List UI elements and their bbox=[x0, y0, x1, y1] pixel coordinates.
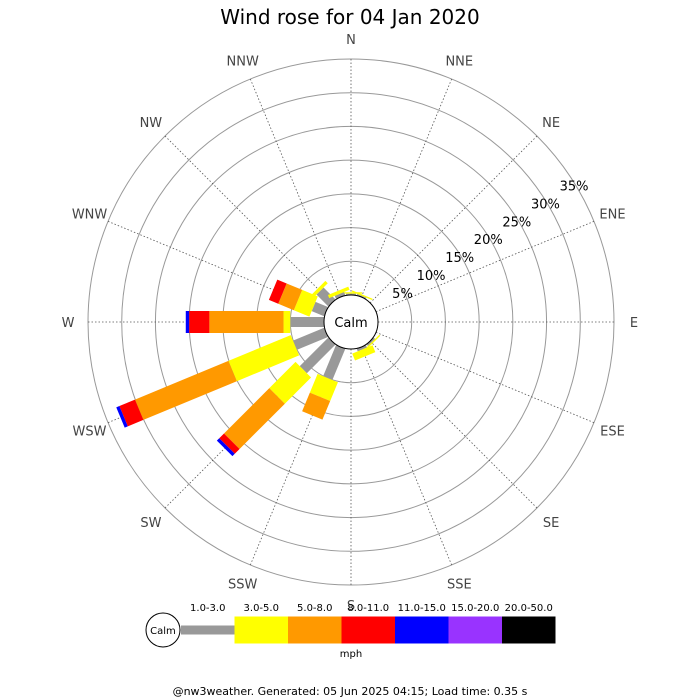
bar-wsw-bin-0 bbox=[292, 327, 328, 350]
wind-bars bbox=[116, 279, 381, 457]
direction-label-nne: NNE bbox=[445, 55, 473, 70]
spoke-ene bbox=[375, 220, 595, 313]
direction-label-nw: NW bbox=[140, 116, 163, 131]
bar-se-bin-0 bbox=[366, 337, 376, 347]
direction-label-e: E bbox=[630, 316, 638, 331]
legend-label-4: 11.0-15.0 bbox=[398, 603, 446, 614]
direction-label-w: W bbox=[62, 316, 75, 331]
legend-label-0: 1.0-3.0 bbox=[190, 603, 225, 614]
legend-label-1: 3.0-5.0 bbox=[244, 603, 279, 614]
bar-ssw-bin-0 bbox=[323, 345, 346, 381]
chart-title: Wind rose for 04 Jan 2020 bbox=[220, 5, 479, 29]
bar-wnw-bin-2 bbox=[278, 283, 303, 311]
bar-nne-bin-1 bbox=[351, 290, 373, 301]
ring-labels: 5% 10% 15%20% 25%30%35% bbox=[392, 180, 588, 302]
ring-30 bbox=[121, 92, 581, 552]
calm-circle bbox=[323, 294, 379, 350]
bar-w-bin-4 bbox=[185, 311, 190, 333]
spoke-sse bbox=[360, 346, 453, 566]
bar-sw-bin-4 bbox=[216, 438, 235, 457]
direction-label-wsw: WSW bbox=[73, 424, 107, 439]
bar-wsw-bin-4 bbox=[116, 406, 128, 428]
bar-w-bin-1 bbox=[283, 311, 291, 333]
bar-w-bin-2 bbox=[209, 311, 284, 333]
footer-text: @nw3weather. Generated: 05 Jun 2025 04:1… bbox=[173, 685, 528, 698]
legend-swatch-2 bbox=[288, 616, 342, 644]
bar-wsw-bin-1 bbox=[228, 335, 300, 382]
legend-swatch-6 bbox=[502, 616, 556, 644]
speed-legend: Calm 1.0-3.0 3.0-5.0 5.0-8.0 8.0-11.0 11.0-1… bbox=[145, 603, 556, 660]
direction-label-ese: ESE bbox=[600, 424, 625, 439]
bar-sw-bin-0 bbox=[299, 337, 336, 374]
bar-sw-bin-2 bbox=[224, 388, 285, 449]
bar-nw-bin-1 bbox=[309, 280, 328, 299]
legend-swatch-5 bbox=[448, 616, 502, 644]
legend-swatch-3 bbox=[341, 616, 395, 644]
ring-label-35: 35% bbox=[560, 180, 589, 195]
direction-label-ne: NE bbox=[542, 116, 560, 131]
direction-label-sse: SSE bbox=[447, 577, 472, 592]
bar-nw-bin-0 bbox=[316, 287, 336, 307]
bar-se-bin-1 bbox=[363, 334, 381, 352]
spoke-nnw bbox=[249, 78, 342, 298]
ring-label-25: 25% bbox=[502, 215, 531, 230]
bar-wnw-bin-3 bbox=[268, 279, 287, 304]
legend-swatch-0 bbox=[181, 625, 235, 635]
bar-sw-bin-3 bbox=[219, 433, 240, 454]
bar-ssw-bin-2 bbox=[302, 392, 331, 420]
direction-label-wnw: WNW bbox=[72, 208, 108, 223]
ring-label-20: 20% bbox=[474, 233, 503, 248]
bar-nne-bin-0 bbox=[356, 293, 367, 299]
direction-label-ene: ENE bbox=[599, 208, 625, 223]
bar-ssw-bin-1 bbox=[309, 373, 338, 401]
spoke-se bbox=[369, 340, 538, 509]
bar-sse-bin-1 bbox=[352, 345, 376, 361]
bar-wsw-bin-3 bbox=[119, 399, 144, 427]
bar-wnw-bin-0 bbox=[311, 301, 328, 317]
bar-sw-bin-1 bbox=[269, 361, 312, 404]
direction-label-s: S bbox=[347, 599, 355, 614]
spoke-nw bbox=[164, 135, 333, 304]
legend-swatch-1 bbox=[234, 616, 288, 644]
ring-label-15: 15% bbox=[445, 251, 474, 266]
calm-label: Calm bbox=[334, 316, 367, 331]
direction-labels: N NNE NE ENE E ESE SE SSE S SSW SW WSW W WNW NW NNW bbox=[62, 33, 639, 614]
legend-label-2: 5.0-8.0 bbox=[297, 603, 332, 614]
legend-calm-circle bbox=[145, 612, 181, 648]
bar-w-bin-3 bbox=[189, 311, 210, 333]
bar-wsw-bin-2 bbox=[134, 360, 237, 420]
direction-label-ssw: SSW bbox=[228, 577, 258, 592]
legend-swatch-4 bbox=[395, 616, 449, 644]
ring-label-10: 10% bbox=[417, 269, 446, 284]
bar-nnw-bin-0 bbox=[334, 292, 346, 299]
spoke-nne bbox=[360, 78, 453, 298]
direction-label-nnw: NNW bbox=[227, 55, 259, 70]
spoke-ese bbox=[375, 331, 595, 424]
legend-unit: mph bbox=[340, 649, 362, 660]
legend-label-3: 8.0-11.0 bbox=[347, 603, 389, 614]
direction-label-n: N bbox=[346, 33, 356, 48]
bar-nnw-bin-1 bbox=[327, 286, 350, 299]
bar-sse-bin-0 bbox=[356, 345, 367, 352]
ring-label-30: 30% bbox=[531, 197, 560, 212]
legend-calm-label: Calm bbox=[150, 626, 176, 637]
direction-label-sw: SW bbox=[140, 516, 161, 531]
ring-label-5: 5% bbox=[392, 287, 413, 302]
legend-label-6: 20.0-50.0 bbox=[505, 603, 553, 614]
direction-label-se: SE bbox=[543, 516, 559, 531]
spoke-ne bbox=[369, 135, 538, 304]
legend-label-5: 15.0-20.0 bbox=[451, 603, 499, 614]
bar-w-bin-0 bbox=[290, 317, 324, 327]
